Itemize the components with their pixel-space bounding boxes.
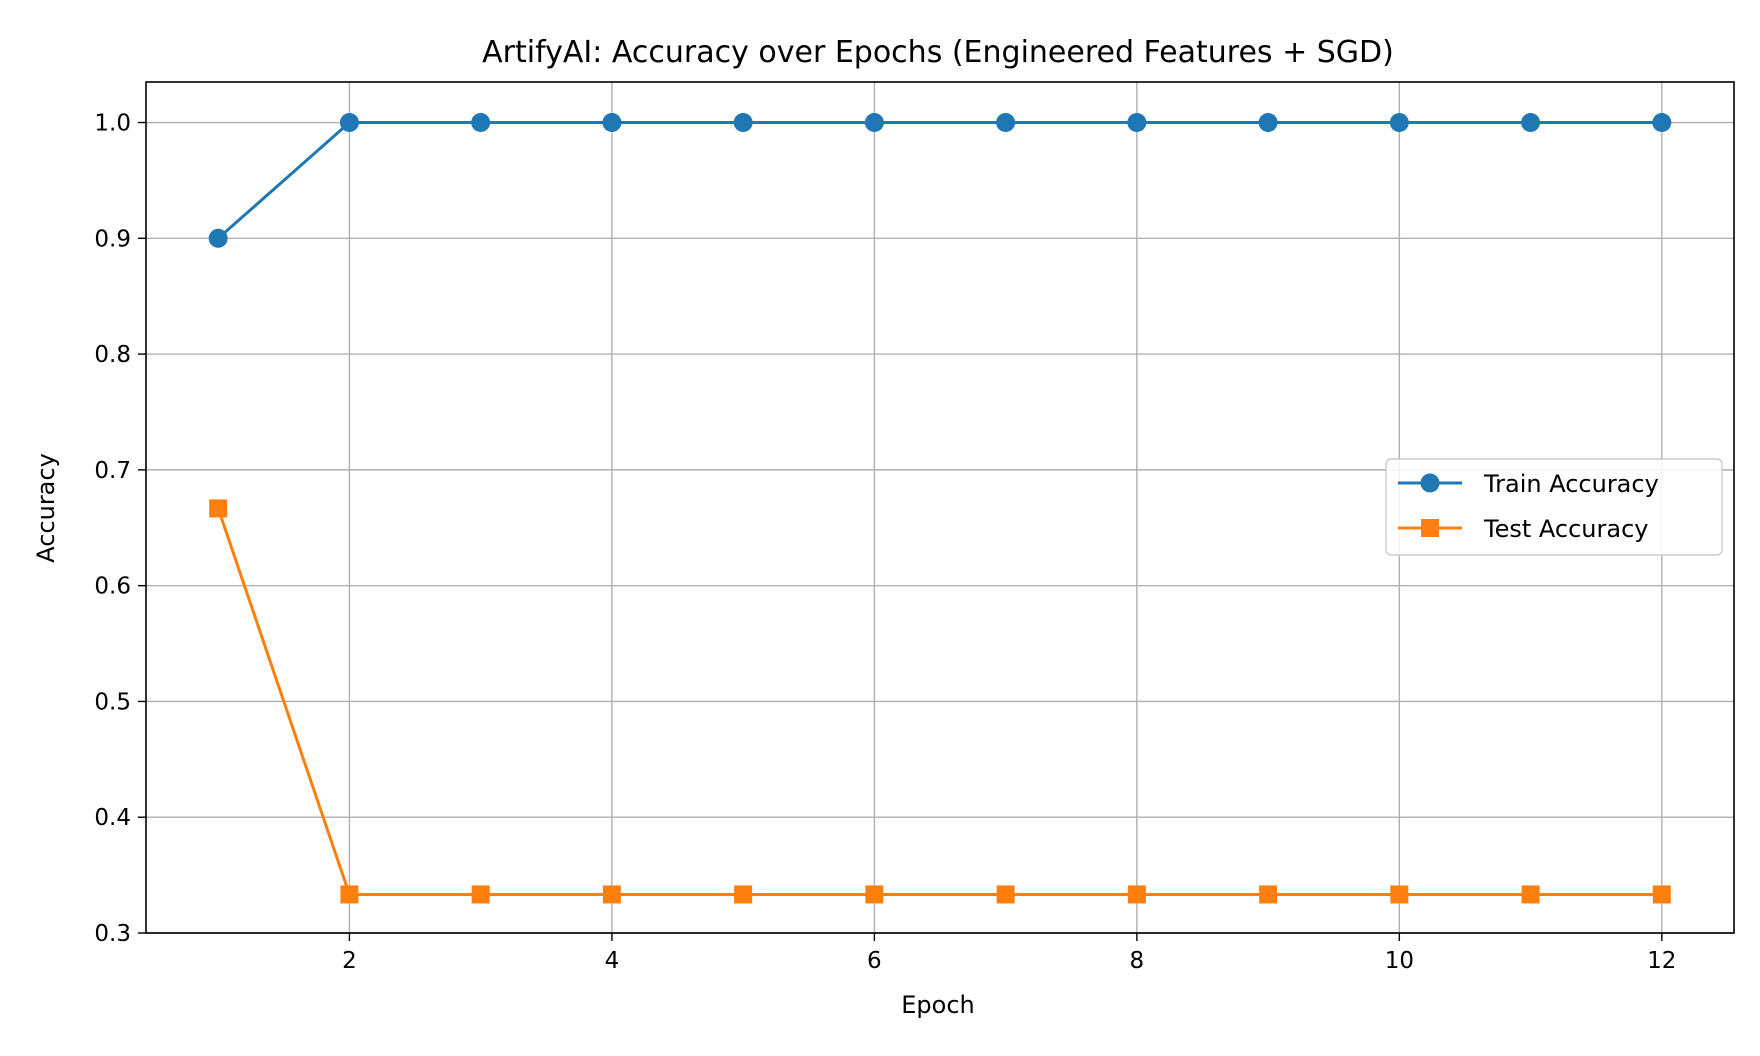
- data-point: [1652, 113, 1672, 133]
- data-point: [1390, 885, 1409, 904]
- y-tick-label: 0.7: [94, 458, 131, 484]
- legend-label: Train Accuracy: [1483, 470, 1659, 498]
- y-tick-label: 0.8: [94, 342, 131, 368]
- x-tick-label: 8: [1130, 948, 1145, 974]
- data-point: [1258, 113, 1278, 133]
- legend-box: [1385, 458, 1723, 556]
- y-tick-label: 1.0: [94, 111, 131, 137]
- data-point: [1259, 885, 1278, 904]
- series-test-accuracy: [209, 499, 1671, 904]
- y-tick-label: 0.9: [94, 226, 131, 252]
- data-point: [996, 113, 1016, 133]
- data-point: [1127, 885, 1146, 904]
- data-point: [339, 113, 359, 133]
- x-axis-label: Epoch: [901, 991, 975, 1019]
- data-point: [602, 885, 621, 904]
- chart-title: ArtifyAI: Accuracy over Epochs (Engineer…: [482, 35, 1394, 70]
- x-tick-label: 12: [1647, 948, 1676, 974]
- y-tick-label: 0.5: [94, 689, 131, 715]
- x-tick-label: 6: [867, 948, 882, 974]
- data-point: [864, 113, 884, 133]
- legend-marker: [1421, 519, 1439, 537]
- series-train-accuracy: [208, 113, 1672, 248]
- data-point: [1521, 885, 1540, 904]
- series-line: [217, 121, 1662, 240]
- data-point: [602, 113, 622, 133]
- y-tick-label: 0.6: [94, 574, 131, 600]
- data-point: [865, 885, 884, 904]
- plot-frame: [145, 81, 1735, 934]
- legend-entry: Test Accuracy: [1398, 515, 1648, 543]
- data-point: [1127, 113, 1147, 133]
- series-layer: [208, 113, 1672, 904]
- x-tick-label: 2: [342, 948, 357, 974]
- data-point: [1652, 885, 1671, 904]
- legend-entry: Train Accuracy: [1398, 470, 1659, 498]
- data-point: [734, 885, 753, 904]
- data-point: [208, 228, 228, 248]
- legend-marker: [1420, 473, 1440, 493]
- y-tick-label: 0.3: [94, 921, 131, 947]
- y-axis-label: Accuracy: [32, 453, 60, 563]
- data-point: [209, 499, 228, 518]
- series-line: [216, 507, 1662, 896]
- data-point: [471, 885, 490, 904]
- data-point: [1389, 113, 1409, 133]
- data-point: [340, 885, 359, 904]
- x-tick-label: 4: [605, 948, 620, 974]
- data-point: [733, 113, 753, 133]
- data-point: [1521, 113, 1541, 133]
- legend: Train Accuracy Test Accuracy: [1385, 458, 1723, 556]
- legend-label: Test Accuracy: [1483, 515, 1648, 543]
- data-point: [996, 885, 1015, 904]
- axis-ticks: 2 4 6 8 10 12 0.3 0.4 0.5 0.6 0.7 0.8 0.9 1.0: [94, 111, 1676, 974]
- data-point: [471, 113, 491, 133]
- y-tick-label: 0.4: [94, 805, 131, 831]
- x-tick-label: 10: [1385, 948, 1414, 974]
